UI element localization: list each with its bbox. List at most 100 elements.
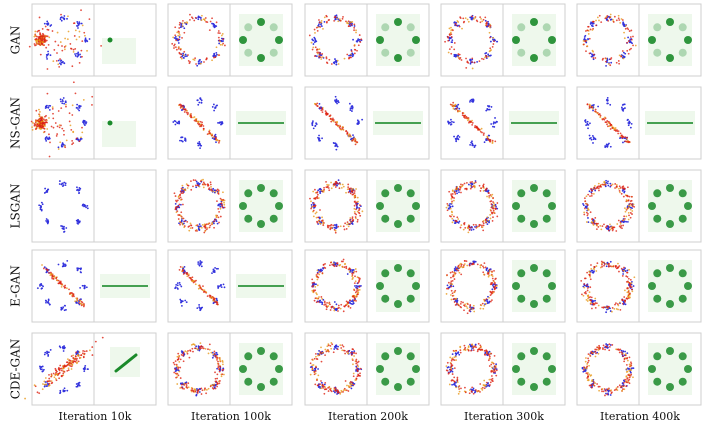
real-sample-point xyxy=(41,365,44,368)
real-sample-point xyxy=(485,138,487,141)
generated-sample-point xyxy=(471,343,474,346)
density-mode-spot xyxy=(394,300,402,308)
generated-sample-point xyxy=(601,183,604,186)
generated-sample-point xyxy=(452,199,455,202)
generated-sample-point xyxy=(479,190,482,192)
generated-sample-point xyxy=(452,274,455,276)
real-sample-point xyxy=(211,22,213,25)
generated-sample-point xyxy=(190,16,193,19)
generated-sample-point xyxy=(611,183,614,186)
generated-sample-point xyxy=(66,38,69,41)
generated-sample-point xyxy=(69,124,72,127)
generated-sample-point xyxy=(324,354,326,357)
density-mode-spot xyxy=(107,120,113,126)
real-sample-point xyxy=(76,22,79,25)
generated-sample-point xyxy=(192,350,194,353)
generated-sample-point xyxy=(178,34,181,36)
generated-sample-point xyxy=(176,210,179,213)
generated-sample-point xyxy=(445,293,448,295)
generated-sample-point xyxy=(322,27,324,30)
real-sample-point xyxy=(183,265,186,268)
generated-sample-point xyxy=(52,126,55,129)
real-sample-point xyxy=(87,368,89,371)
real-sample-point xyxy=(584,205,587,208)
generated-sample-point xyxy=(602,183,605,186)
generated-sample-point xyxy=(585,298,588,301)
generated-sample-point xyxy=(598,19,600,22)
generated-sample-point xyxy=(473,310,476,313)
panel-pair xyxy=(167,332,293,406)
generated-sample-point xyxy=(454,193,457,195)
generated-sample-point xyxy=(490,206,493,209)
real-sample-point xyxy=(311,123,313,125)
generated-sample-point xyxy=(332,119,335,121)
generated-sample-point xyxy=(193,19,196,22)
generated-sample-point xyxy=(72,142,75,144)
real-sample-point xyxy=(174,202,177,205)
generated-sample-point xyxy=(58,124,61,127)
generated-sample-point xyxy=(71,139,74,142)
generated-sample-point xyxy=(314,352,317,355)
generated-sample-point xyxy=(202,186,205,189)
real-sample-point xyxy=(184,299,187,302)
real-sample-point xyxy=(452,219,455,222)
real-sample-point xyxy=(44,187,47,190)
generated-sample-point xyxy=(181,223,184,226)
generated-sample-point xyxy=(598,189,600,192)
density-mode-spot xyxy=(512,282,520,290)
generated-sample-point xyxy=(32,121,34,124)
generated-sample-point xyxy=(203,289,206,292)
real-sample-point xyxy=(84,37,87,40)
real-sample-point xyxy=(180,301,182,304)
generated-sample-point xyxy=(617,17,620,20)
generated-sample-point xyxy=(72,356,75,359)
density-mode-spot xyxy=(530,220,538,228)
generated-sample-point xyxy=(39,53,42,56)
generated-sample-point xyxy=(591,189,593,192)
generated-sample-point xyxy=(594,216,597,219)
generated-sample-point xyxy=(63,48,66,51)
density-mode-spot xyxy=(269,352,278,361)
generated-sample-point xyxy=(177,196,180,198)
generated-sample-point xyxy=(607,122,610,124)
generated-sample-point xyxy=(68,288,70,291)
generated-sample-point xyxy=(627,28,630,31)
generated-sample-point xyxy=(604,116,606,119)
generated-sample-point xyxy=(44,25,47,28)
generated-sample-point xyxy=(353,294,356,297)
generated-sample-point xyxy=(584,207,586,210)
generated-sample-point xyxy=(622,195,625,198)
generated-sample-point xyxy=(349,135,352,138)
generated-sample-point xyxy=(218,140,221,142)
generated-sample-point xyxy=(342,390,344,393)
generated-sample-point xyxy=(493,286,496,288)
real-sample-point xyxy=(351,269,354,271)
generated-sample-point xyxy=(627,218,630,221)
generated-sample-point xyxy=(491,270,493,273)
generated-sample-point xyxy=(587,204,589,206)
generated-sample-point xyxy=(202,18,205,21)
generated-sample-point xyxy=(59,141,62,144)
generated-sample-point xyxy=(454,188,457,191)
density-mode-spot xyxy=(394,264,402,272)
generated-sample-point xyxy=(618,225,621,228)
real-sample-point xyxy=(484,52,487,55)
generated-sample-point xyxy=(451,292,454,295)
generated-sample-point xyxy=(589,275,592,278)
generated-sample-point xyxy=(176,358,179,361)
generated-sample-point xyxy=(58,66,61,68)
generated-sample-point xyxy=(332,183,335,186)
generated-sample-point xyxy=(179,106,182,109)
real-sample-point xyxy=(590,138,593,141)
generated-sample-point xyxy=(83,352,86,355)
generated-sample-point xyxy=(328,385,331,388)
generated-sample-point xyxy=(40,120,43,123)
real-sample-point xyxy=(352,134,354,137)
generated-sample-point xyxy=(628,296,631,298)
real-sample-point xyxy=(39,365,41,368)
generated-sample-point xyxy=(459,17,462,20)
real-sample-point xyxy=(62,347,65,350)
generated-sample-point xyxy=(194,118,197,121)
generated-sample-point xyxy=(488,355,491,358)
